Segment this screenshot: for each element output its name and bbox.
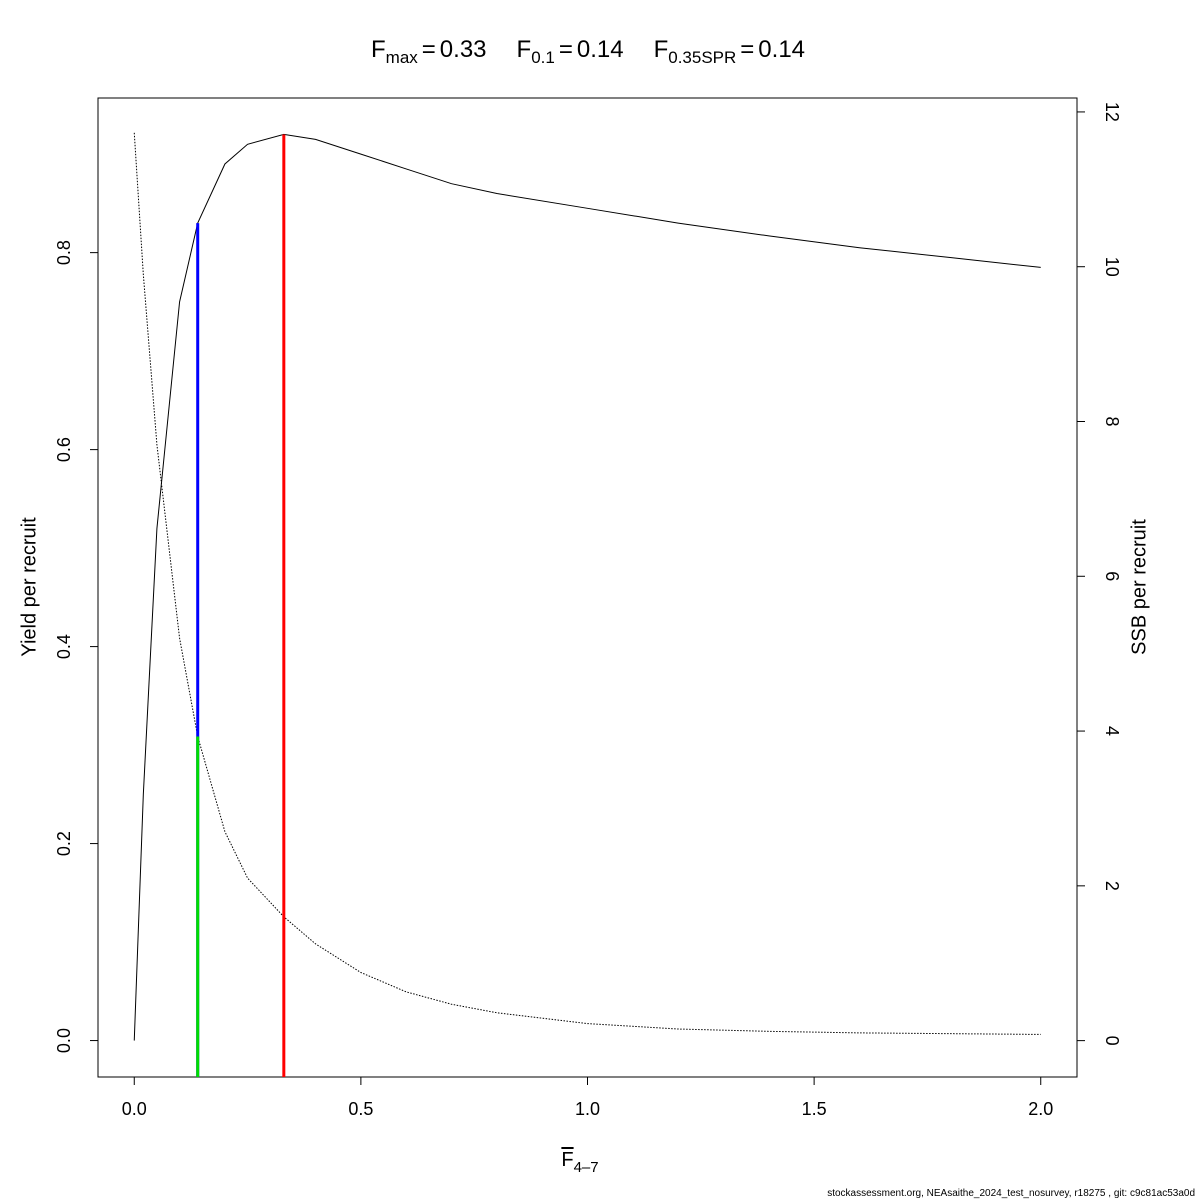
- title-subscript: 0.1: [531, 48, 555, 67]
- y-tick-label: 0.6: [54, 437, 74, 462]
- footer: stockassessment.org, NEAsaithe_2024_test…: [827, 1188, 1195, 1199]
- y-tick-label: 0.0: [54, 1028, 74, 1053]
- y-tick-label: 0.8: [54, 240, 74, 265]
- x-label-subscript: 4–7: [574, 1159, 599, 1176]
- x-label-symbol: F: [561, 1149, 573, 1171]
- title-value: 0.33: [440, 36, 487, 63]
- y2-tick-label: 2: [1102, 881, 1122, 891]
- title-symbol: F: [654, 36, 669, 63]
- chart-title: Fmax = 0.33 F0.1 = 0.14 F0.35SPR = 0.14: [371, 36, 805, 67]
- x-axis-label: F4–7: [561, 1149, 598, 1176]
- title-subscript: 0.35SPR: [668, 48, 736, 67]
- y2-tick-label: 4: [1102, 726, 1122, 736]
- y-tick-label: 0.4: [54, 634, 74, 659]
- title-value: 0.14: [758, 36, 805, 63]
- y2-tick-label: 0: [1102, 1036, 1122, 1046]
- y-tick-label: 0.2: [54, 831, 74, 856]
- x-tick-label: 1.5: [802, 1099, 827, 1119]
- x-tick-label: 0.5: [348, 1099, 373, 1119]
- y-axis-label: Yield per recruit: [18, 517, 40, 657]
- y2-tick-label: 8: [1102, 416, 1122, 426]
- title-subscript: max: [386, 48, 419, 67]
- y2-tick-label: 12: [1102, 102, 1122, 122]
- x-tick-label: 2.0: [1028, 1099, 1053, 1119]
- plot-frame: [97, 97, 1078, 1078]
- x-tick-label: 1.0: [575, 1099, 600, 1119]
- y2-tick-label: 10: [1102, 257, 1122, 277]
- curve: [133, 133, 1041, 1041]
- x-tick-label: 0.0: [122, 1099, 147, 1119]
- title-equals: =: [422, 36, 436, 63]
- title-symbol: F: [371, 36, 386, 63]
- title-equals: =: [740, 36, 754, 63]
- y2-axis-label: SSB per recruit: [1128, 519, 1150, 655]
- curve: [133, 132, 1041, 1035]
- title-equals: =: [559, 36, 573, 63]
- title-symbol: F: [517, 36, 532, 63]
- y2-tick-label: 6: [1102, 571, 1122, 581]
- title-value: 0.14: [577, 36, 624, 63]
